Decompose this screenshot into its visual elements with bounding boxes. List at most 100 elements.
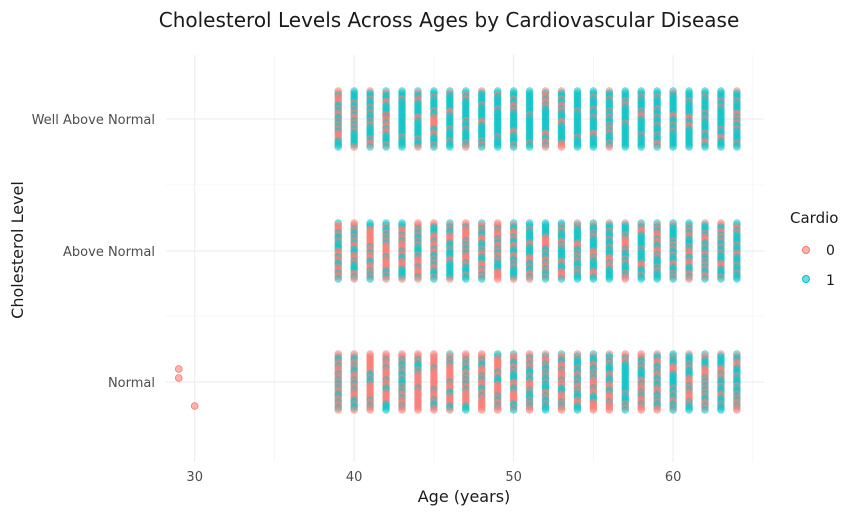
data-point xyxy=(733,368,741,376)
data-point xyxy=(573,362,582,370)
data-point xyxy=(334,358,343,366)
data-point xyxy=(509,350,518,358)
data-point xyxy=(493,388,502,396)
data-point xyxy=(589,143,598,151)
data-point xyxy=(573,398,582,406)
data-point xyxy=(701,406,709,414)
data-point xyxy=(573,384,582,392)
data-point xyxy=(733,352,741,360)
data-point xyxy=(637,396,646,404)
data-point xyxy=(493,275,502,283)
data-point xyxy=(525,362,534,370)
data-point xyxy=(701,394,709,402)
data-point xyxy=(605,356,614,364)
data-point xyxy=(605,390,614,398)
data-point xyxy=(461,275,470,283)
data-point xyxy=(589,354,598,362)
data-point xyxy=(701,366,709,374)
data-point xyxy=(621,372,630,380)
data-point xyxy=(573,382,582,390)
data-point xyxy=(685,368,693,376)
data-point xyxy=(382,275,390,283)
data-point xyxy=(414,392,422,400)
data-point xyxy=(398,356,406,364)
data-point xyxy=(477,366,486,374)
data-point xyxy=(717,394,725,402)
data-point xyxy=(541,404,550,412)
data-point xyxy=(446,388,454,396)
data-point xyxy=(477,406,486,414)
data-point xyxy=(414,372,422,380)
data-point xyxy=(589,388,598,396)
data-point xyxy=(525,374,534,382)
data-point xyxy=(701,275,709,283)
data-point xyxy=(382,388,390,396)
data-point xyxy=(350,396,358,404)
data-point xyxy=(557,378,566,386)
data-point xyxy=(414,358,422,366)
data-point xyxy=(589,350,598,358)
data-point xyxy=(461,386,470,394)
data-point xyxy=(414,352,422,360)
data-point xyxy=(334,404,343,412)
data-point xyxy=(605,382,614,390)
data-point xyxy=(557,398,566,406)
data-point xyxy=(446,368,454,376)
data-point xyxy=(525,382,534,390)
data-point xyxy=(557,352,566,360)
data-point xyxy=(717,368,725,376)
data-point xyxy=(573,376,582,384)
data-point xyxy=(525,368,534,376)
data-point xyxy=(430,396,438,404)
data-point xyxy=(446,358,454,366)
data-point xyxy=(350,380,358,388)
data-point xyxy=(621,400,630,408)
data-point xyxy=(477,372,486,380)
data-point xyxy=(509,396,518,404)
data-point xyxy=(621,366,630,374)
data-point xyxy=(525,394,534,402)
data-point xyxy=(414,404,422,412)
data-point xyxy=(414,143,422,151)
data-point xyxy=(398,386,406,394)
data-point xyxy=(557,400,566,408)
data-point xyxy=(685,378,693,386)
data-point xyxy=(605,368,614,376)
data-point xyxy=(446,396,454,404)
data-point xyxy=(430,354,438,362)
data-point xyxy=(493,384,502,392)
data-point xyxy=(398,370,406,378)
data-point xyxy=(382,350,390,358)
data-point xyxy=(461,390,470,398)
data-point xyxy=(398,143,406,151)
data-point xyxy=(717,384,725,392)
data-point xyxy=(589,398,598,406)
data-point xyxy=(414,378,422,386)
data-point xyxy=(637,404,646,412)
data-point xyxy=(446,366,454,374)
data-point xyxy=(589,402,598,410)
data-point xyxy=(366,364,374,372)
data-point xyxy=(605,378,614,386)
data-point xyxy=(573,368,582,376)
data-point xyxy=(541,362,550,370)
data-point xyxy=(334,378,343,386)
data-point xyxy=(334,376,343,384)
data-point xyxy=(414,386,422,394)
data-point xyxy=(509,384,518,392)
data-point xyxy=(446,404,454,412)
data-point xyxy=(557,358,566,366)
data-point xyxy=(334,394,343,402)
data-point xyxy=(334,392,343,400)
data-point xyxy=(573,356,582,364)
data-point xyxy=(477,382,486,390)
data-point xyxy=(573,396,582,404)
data-point xyxy=(653,388,661,396)
data-point xyxy=(637,382,646,390)
data-point xyxy=(605,358,614,366)
data-point xyxy=(525,380,534,388)
data-point xyxy=(334,388,343,396)
data-point xyxy=(573,406,582,414)
data-point xyxy=(382,396,390,404)
data-point xyxy=(398,392,406,400)
